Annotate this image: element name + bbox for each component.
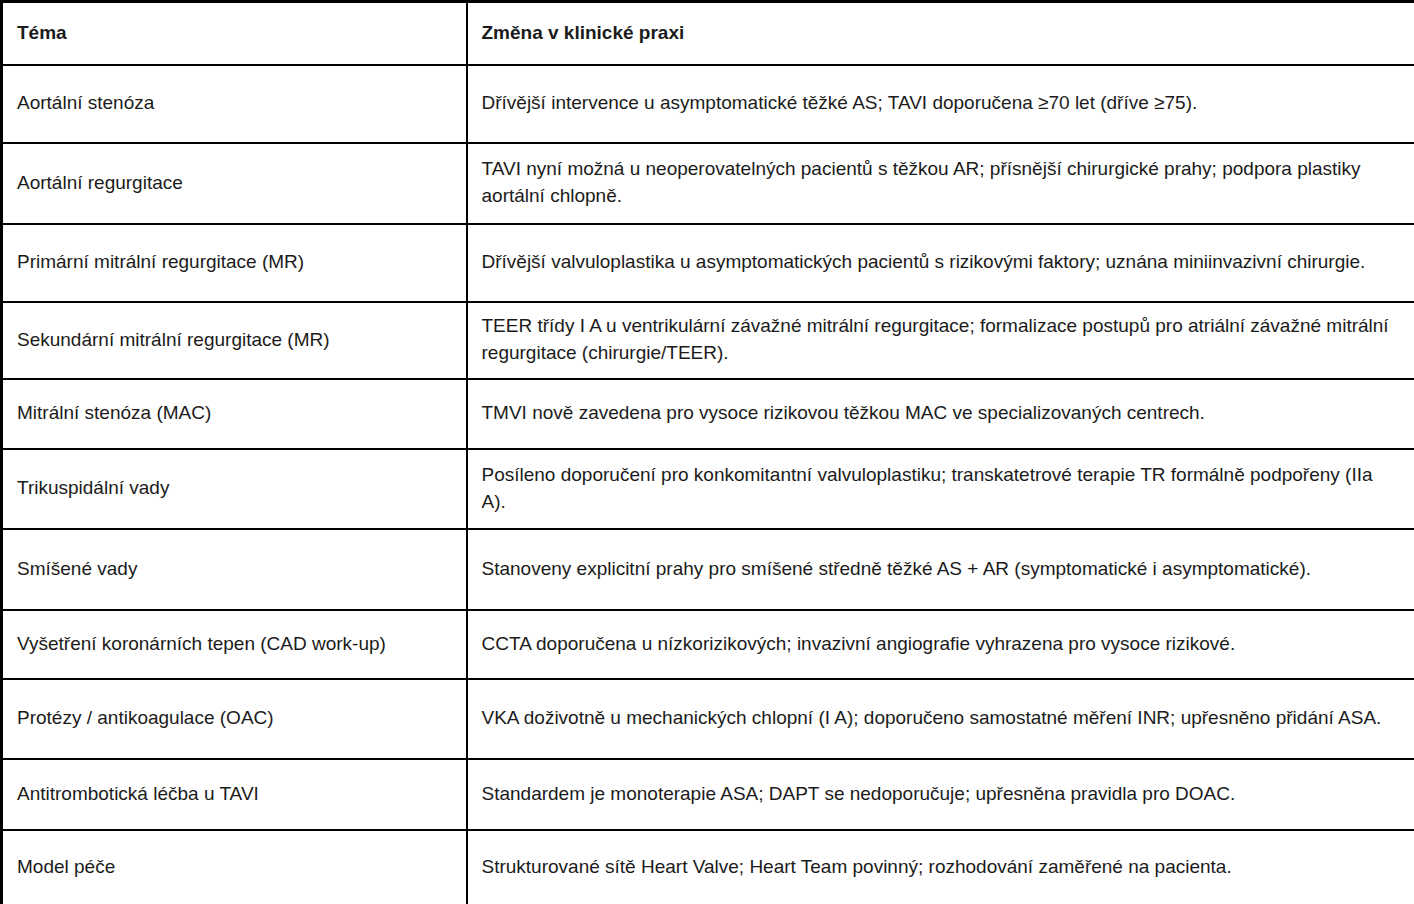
table-row: Aortální stenóza Dřívější intervence u a…: [2, 65, 1414, 143]
zmena-cell: Stanoveny explicitní prahy pro smíšené s…: [467, 529, 1414, 610]
table-row: Sekundární mitrální regurgitace (MR) TEE…: [2, 302, 1414, 379]
zmena-cell: CCTA doporučena u nízkorizikových; invaz…: [467, 610, 1414, 679]
zmena-cell: Strukturované sítě Heart Valve; Heart Te…: [467, 830, 1414, 904]
tema-cell: Smíšené vady: [2, 529, 467, 610]
table-row: Primární mitrální regurgitace (MR) Dřívě…: [2, 224, 1414, 302]
table-row: Protézy / antikoagulace (OAC) VKA doživo…: [2, 679, 1414, 759]
table-row: Antitrombotická léčba u TAVI Standardem …: [2, 759, 1414, 830]
table-row: Vyšetření koronárních tepen (CAD work-up…: [2, 610, 1414, 679]
table-row: Trikuspidální vady Posíleno doporučení p…: [2, 449, 1414, 529]
zmena-cell: Dřívější intervence u asymptomatické těž…: [467, 65, 1414, 143]
tema-cell: Antitrombotická léčba u TAVI: [2, 759, 467, 830]
tema-cell: Primární mitrální regurgitace (MR): [2, 224, 467, 302]
tema-cell: Model péče: [2, 830, 467, 904]
zmena-cell: TMVI nově zavedena pro vysoce rizikovou …: [467, 379, 1414, 449]
table-row: Smíšené vady Stanoveny explicitní prahy …: [2, 529, 1414, 610]
zmena-cell: VKA doživotně u mechanických chlopní (I …: [467, 679, 1414, 759]
column-header-tema: Téma: [2, 2, 467, 65]
table-row: Mitrální stenóza (MAC) TMVI nově zaveden…: [2, 379, 1414, 449]
tema-cell: Aortální stenóza: [2, 65, 467, 143]
tema-cell: Vyšetření koronárních tepen (CAD work-up…: [2, 610, 467, 679]
zmena-cell: Standardem je monoterapie ASA; DAPT se n…: [467, 759, 1414, 830]
header-row: Téma Změna v klinické praxi: [2, 2, 1414, 65]
table-row: Model péče Strukturované sítě Heart Valv…: [2, 830, 1414, 904]
column-header-zmena: Změna v klinické praxi: [467, 2, 1414, 65]
tema-cell: Mitrální stenóza (MAC): [2, 379, 467, 449]
clinical-practice-changes-table: Téma Změna v klinické praxi Aortální ste…: [0, 0, 1414, 904]
zmena-cell: Dřívější valvuloplastika u asymptomatick…: [467, 224, 1414, 302]
tema-cell: Aortální regurgitace: [2, 143, 467, 224]
tema-cell: Sekundární mitrální regurgitace (MR): [2, 302, 467, 379]
zmena-cell: TEER třídy I A u ventrikulární závažné m…: [467, 302, 1414, 379]
table-row: Aortální regurgitace TAVI nyní možná u n…: [2, 143, 1414, 224]
zmena-cell: Posíleno doporučení pro konkomitantní va…: [467, 449, 1414, 529]
zmena-cell: TAVI nyní možná u neoperovatelných pacie…: [467, 143, 1414, 224]
tema-cell: Protézy / antikoagulace (OAC): [2, 679, 467, 759]
tema-cell: Trikuspidální vady: [2, 449, 467, 529]
